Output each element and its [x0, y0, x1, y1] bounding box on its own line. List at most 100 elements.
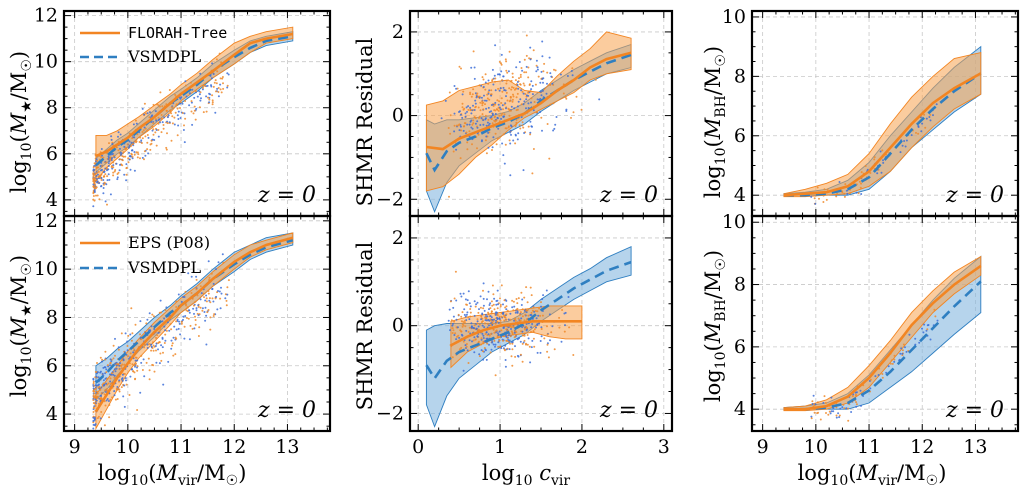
scatter-point [472, 119, 475, 122]
scatter-point [447, 319, 450, 322]
scatter-point [112, 161, 115, 164]
scatter-point [501, 142, 504, 145]
scatter-point [132, 351, 135, 354]
scatter-point [500, 62, 502, 65]
scatter-point [152, 133, 155, 136]
line-blue [425, 260, 632, 381]
scatter-point [482, 282, 485, 285]
scatter-point [505, 69, 508, 72]
scatter-point [552, 102, 555, 105]
scatter-point [123, 145, 126, 148]
ytick-label: 10 [34, 258, 58, 280]
scatter-point [94, 423, 97, 426]
scatter-point [227, 279, 230, 282]
ylabel-mstar-bottom: log10(M★/M☉) [7, 255, 35, 397]
scatter-point [136, 359, 139, 362]
scatter-point [522, 341, 525, 344]
scatter-point [482, 334, 485, 337]
scatter-point [205, 343, 208, 346]
scatter-point [505, 348, 508, 351]
ytick-label: 8 [734, 274, 746, 296]
scatter-point [509, 312, 512, 315]
scatter-point [143, 126, 146, 129]
scatter-point [129, 375, 132, 378]
scatter-point [126, 143, 129, 146]
scatter-point [179, 333, 182, 336]
scatter-point [120, 332, 123, 335]
ylabel-mbh-bottom: log10(MBH/M☉) [701, 250, 729, 402]
scatter-point [847, 407, 849, 410]
scatter-point [480, 337, 483, 340]
scatter-point [475, 327, 478, 330]
scatter-point [219, 88, 222, 91]
scatter-point [541, 55, 544, 58]
scatter-point [504, 306, 507, 309]
scatter-point [455, 148, 458, 151]
scatter-point [518, 337, 520, 340]
scatter-point [225, 304, 228, 307]
scatter-point [95, 399, 98, 402]
line-orange [94, 236, 294, 413]
scatter-point [146, 318, 149, 321]
scatter-point [561, 309, 564, 311]
scatter-point [465, 131, 468, 134]
scatter-point [122, 395, 125, 398]
scatter-point [129, 145, 132, 148]
scatter-point [484, 313, 487, 316]
scatter-point [486, 121, 489, 124]
scatter-point [185, 95, 188, 98]
scatter-point [497, 127, 500, 130]
scatter-point [494, 345, 496, 348]
scatter-point [923, 113, 926, 116]
scatter-point [452, 150, 455, 153]
scatter-point [492, 136, 495, 139]
scatter-point [219, 77, 222, 80]
scatter-point [455, 338, 458, 341]
scatter-point [124, 155, 127, 158]
scatter-point [548, 56, 551, 59]
scatter-point [135, 140, 138, 143]
scatter-point [143, 346, 146, 349]
scatter-point [527, 314, 530, 317]
scatter-point [521, 342, 524, 345]
scatter-point [212, 73, 215, 75]
scatter-point [183, 296, 186, 298]
scatter-point [553, 68, 555, 71]
scatter-point [226, 86, 229, 89]
scatter-point [180, 96, 183, 99]
scatter-point [95, 390, 98, 393]
scatter-point [928, 116, 931, 118]
scatter-point [225, 299, 228, 302]
scatter-point [509, 174, 512, 177]
scatter-point [150, 343, 153, 346]
band-orange [95, 232, 294, 431]
scatter-point [497, 303, 499, 306]
scatter-point [494, 44, 497, 47]
scatter-point [527, 76, 530, 79]
scatter-point [476, 126, 479, 129]
scatter-point [460, 330, 463, 333]
scatter-point [474, 106, 477, 109]
scatter-point [136, 409, 139, 411]
xlabel-mstar: log10(Mvir/M☉) [98, 461, 247, 489]
scatter-point [110, 135, 113, 138]
scatter-point [509, 109, 512, 112]
scatter-point [509, 80, 512, 83]
ylabel-shmr-bottom: SHMR Residual [353, 241, 377, 410]
scatter-point [502, 133, 505, 136]
scatter-point [843, 195, 846, 198]
scatter-point [530, 101, 532, 104]
scatter-point [495, 319, 497, 322]
scatter-point [220, 91, 223, 94]
scatter-point [881, 149, 884, 152]
scatter-point [859, 389, 862, 392]
scatter-point [105, 382, 108, 385]
scatter-point [92, 423, 95, 426]
ytick-label: 10 [34, 51, 58, 73]
scatter-point [825, 198, 828, 201]
scatter-point [571, 67, 574, 70]
scatter-point [507, 70, 510, 73]
scatter-point [493, 318, 496, 321]
scatter-point [114, 169, 117, 171]
scatter-point [487, 290, 490, 293]
